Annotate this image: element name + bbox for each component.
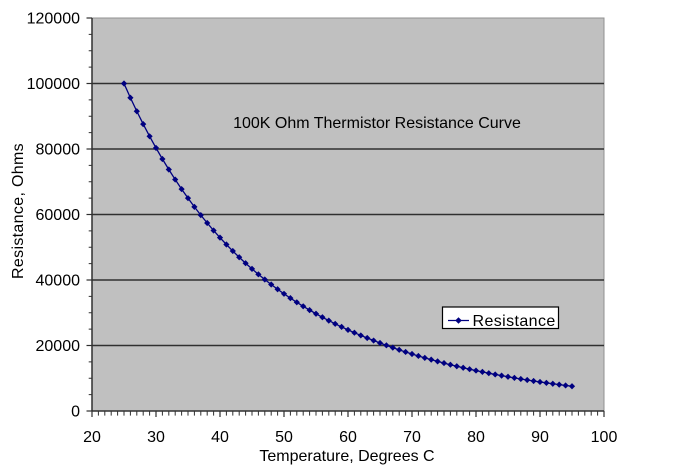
svg-text:80: 80 [467, 429, 485, 446]
svg-text:100: 100 [591, 429, 618, 446]
svg-text:Resistance: Resistance [473, 313, 556, 330]
svg-text:100000: 100000 [27, 76, 80, 93]
svg-text:70: 70 [403, 429, 421, 446]
svg-text:60000: 60000 [36, 207, 81, 224]
svg-text:20: 20 [83, 429, 101, 446]
svg-text:40000: 40000 [36, 273, 81, 290]
svg-text:Temperature, Degrees C: Temperature, Degrees C [259, 448, 434, 465]
svg-text:50: 50 [275, 429, 293, 446]
svg-text:60: 60 [339, 429, 357, 446]
svg-text:100K Ohm Thermistor Resistance: 100K Ohm Thermistor Resistance Curve [233, 115, 521, 132]
svg-text:40: 40 [211, 429, 229, 446]
svg-text:80000: 80000 [36, 142, 81, 159]
svg-text:0: 0 [71, 404, 80, 421]
svg-text:90: 90 [531, 429, 549, 446]
svg-text:120000: 120000 [27, 11, 80, 28]
svg-text:Resistance, Ohms: Resistance, Ohms [10, 143, 27, 279]
svg-text:20000: 20000 [36, 338, 81, 355]
svg-text:30: 30 [147, 429, 165, 446]
